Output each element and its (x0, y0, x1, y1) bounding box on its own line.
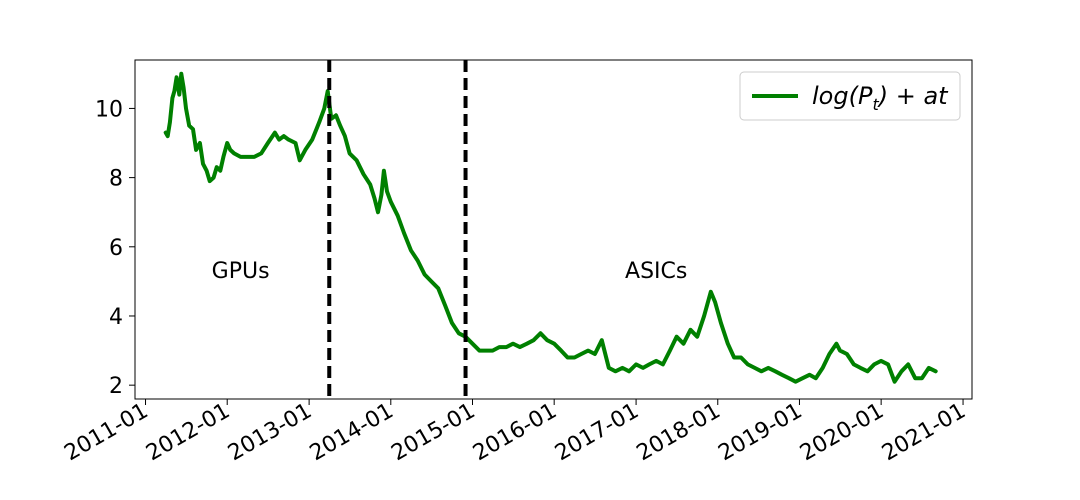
legend-series-label: log(Pt) + at (812, 82, 949, 114)
y-tick-label: 2 (109, 374, 123, 399)
legend-box (739, 71, 961, 121)
regime-annotation-0: GPUs (212, 259, 270, 284)
series-line-0 (163, 71, 938, 384)
regime-annotation-1: ASICs (625, 259, 687, 284)
plot-area (163, 60, 938, 399)
annotations: GPUs ASICs (212, 259, 688, 284)
y-tick-label: 6 (109, 236, 123, 261)
y-tick-label: 10 (95, 97, 123, 122)
y-tick-label: 4 (109, 305, 123, 330)
y-axis: 2 4 6 8 10 (95, 97, 135, 399)
legend-math-var: P (858, 82, 873, 110)
legend-math-sub: t (872, 95, 879, 114)
legend: log(Pt) + at (739, 71, 961, 121)
y-tick-label: 8 (109, 167, 123, 192)
legend-math-post: ) + at (877, 82, 949, 110)
axes-frame (134, 59, 973, 400)
legend-math-pre: log( (812, 82, 860, 110)
